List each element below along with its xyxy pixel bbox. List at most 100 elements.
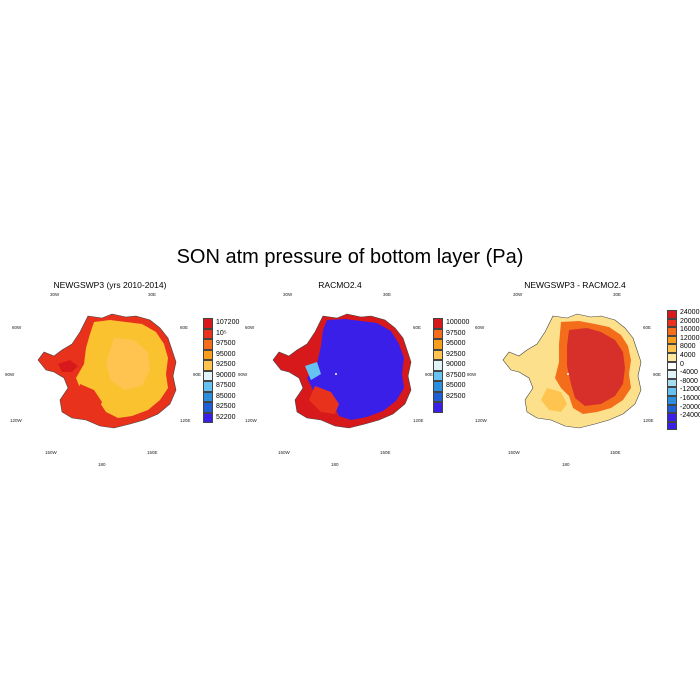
lon-label-150w: 150W bbox=[508, 450, 520, 455]
colorbar-label: 0 bbox=[680, 360, 684, 368]
lon-label-30e: 30E bbox=[613, 292, 622, 297]
colorbar-cell bbox=[433, 381, 443, 392]
panel-difference: NEWGSWP3 - RACMO2.4 30W 30E 60W 60E 90W … bbox=[467, 280, 700, 467]
antarctica-map bbox=[502, 313, 642, 429]
colorbar-cell bbox=[203, 328, 213, 339]
colorbar-cell bbox=[433, 360, 443, 371]
colorbar bbox=[433, 318, 443, 413]
colorbar-label: 24000 bbox=[680, 309, 700, 316]
colorbar-cell bbox=[203, 402, 213, 413]
colorbar-label: 82500 bbox=[216, 403, 236, 410]
lon-label-30w: 30W bbox=[50, 292, 60, 297]
lon-label-90w: 90W bbox=[5, 372, 15, 377]
colorbar-label: -8000 bbox=[680, 377, 698, 385]
colorbar-label: 12000 bbox=[680, 334, 700, 342]
colorbar-label: 10⁵ bbox=[216, 329, 227, 337]
panel-title: RACMO2.4 bbox=[318, 280, 362, 290]
colorbar-label: 20000 bbox=[680, 317, 700, 325]
lon-label-90w: 90W bbox=[467, 372, 477, 377]
colorbar-label: 87500 bbox=[446, 371, 466, 379]
colorbar-labels: 107200 10⁵ 97500 95000 92500 90000 87500… bbox=[216, 319, 239, 428]
colorbar bbox=[203, 318, 213, 423]
colorbar-label: -12000 bbox=[680, 386, 700, 394]
colorbar-cell bbox=[667, 344, 677, 353]
lon-label-180: 180 bbox=[98, 462, 106, 467]
colorbar bbox=[667, 310, 677, 431]
colorbar-cell bbox=[667, 370, 677, 379]
lon-label-150w: 150W bbox=[45, 450, 57, 455]
colorbar-label: 52200 bbox=[216, 413, 236, 421]
colorbar-label: 8000 bbox=[680, 343, 696, 351]
colorbar-label: 97500 bbox=[446, 329, 466, 337]
colorbar-cell bbox=[667, 378, 677, 388]
colorbar-label: 95000 bbox=[216, 350, 236, 358]
colorbar-cell bbox=[433, 339, 443, 350]
colorbar-cell bbox=[433, 370, 443, 381]
colorbar-cell bbox=[667, 318, 677, 328]
lon-label-90e: 90E bbox=[425, 372, 434, 377]
colorbar-cell bbox=[667, 421, 677, 431]
colorbar-cell bbox=[203, 360, 213, 371]
colorbar-label: 95000 bbox=[446, 340, 466, 347]
lon-label-30e: 30E bbox=[383, 292, 392, 297]
lon-label-60w: 60W bbox=[475, 325, 485, 330]
colorbar-label: -24000 bbox=[680, 412, 700, 420]
colorbar-cell bbox=[433, 328, 443, 339]
colorbar-cell bbox=[203, 349, 213, 360]
colorbar-cell bbox=[667, 395, 677, 405]
colorbar-cell bbox=[203, 412, 213, 423]
lon-label-30w: 30W bbox=[283, 292, 293, 297]
colorbar-cell bbox=[433, 402, 443, 413]
colorbar-label: 87500 bbox=[216, 382, 236, 389]
colorbar-labels: 24000 20000 16000 12000 8000 4000 0 -400… bbox=[680, 309, 700, 426]
lon-label-120e: 120E bbox=[643, 418, 654, 423]
colorbar-cell bbox=[203, 339, 213, 350]
panel-title: NEWGSWP3 (yrs 2010-2014) bbox=[53, 280, 167, 290]
colorbar-cell bbox=[433, 318, 443, 329]
colorbar-cell bbox=[203, 391, 213, 402]
colorbar-cell bbox=[667, 310, 677, 319]
antarctica-map bbox=[272, 313, 412, 429]
colorbar-label: -16000 bbox=[680, 394, 700, 402]
lon-label-180: 180 bbox=[331, 462, 339, 467]
colorbar-cell bbox=[433, 391, 443, 402]
colorbar-cell bbox=[433, 349, 443, 360]
colorbar-label: 85000 bbox=[216, 392, 236, 400]
colorbar-cell bbox=[667, 387, 677, 396]
lon-label-150e: 150E bbox=[610, 450, 621, 455]
colorbar-label: 97500 bbox=[216, 340, 236, 347]
lon-label-60e: 60E bbox=[643, 325, 652, 330]
colorbar-cell bbox=[667, 413, 677, 422]
colorbar-label: 92500 bbox=[216, 361, 236, 368]
colorbar-label: 82500 bbox=[446, 392, 466, 400]
lon-label-90e: 90E bbox=[653, 372, 662, 377]
colorbar-label: 16000 bbox=[680, 326, 700, 334]
colorbar-cell bbox=[667, 404, 677, 414]
lon-label-150e: 150E bbox=[380, 450, 391, 455]
colorbar-cell bbox=[667, 352, 677, 362]
colorbar-label: 100000 bbox=[446, 319, 470, 326]
lon-label-120w: 120W bbox=[475, 418, 487, 423]
lon-label-120w: 120W bbox=[245, 418, 257, 423]
colorbar-label: 4000 bbox=[680, 351, 696, 359]
panel-title: NEWGSWP3 - RACMO2.4 bbox=[524, 280, 626, 290]
colorbar-label: -4000 bbox=[680, 369, 698, 377]
lon-label-150w: 150W bbox=[278, 450, 290, 455]
lon-label-180: 180 bbox=[562, 462, 570, 467]
lon-label-120e: 120E bbox=[413, 418, 424, 423]
lon-label-150e: 150E bbox=[147, 450, 158, 455]
lon-label-90w: 90W bbox=[238, 372, 248, 377]
lon-label-120w: 120W bbox=[10, 418, 22, 423]
colorbar-label: 92500 bbox=[446, 350, 466, 358]
colorbar-label: 90000 bbox=[216, 371, 236, 379]
colorbar-label: 90000 bbox=[446, 361, 466, 368]
colorbar-cell bbox=[203, 381, 213, 392]
lon-label-90e: 90E bbox=[193, 372, 202, 377]
colorbar-labels: 100000 97500 95000 92500 90000 87500 850… bbox=[446, 319, 469, 407]
colorbar-label: -20000 bbox=[680, 403, 700, 411]
colorbar-cell bbox=[667, 335, 677, 345]
lon-label-60e: 60E bbox=[413, 325, 422, 330]
antarctica-map bbox=[37, 313, 177, 429]
panel-newgswp3: NEWGSWP3 (yrs 2010-2014) 30W 30E 60W 60E… bbox=[5, 280, 240, 467]
colorbar-label: 85000 bbox=[446, 382, 466, 389]
